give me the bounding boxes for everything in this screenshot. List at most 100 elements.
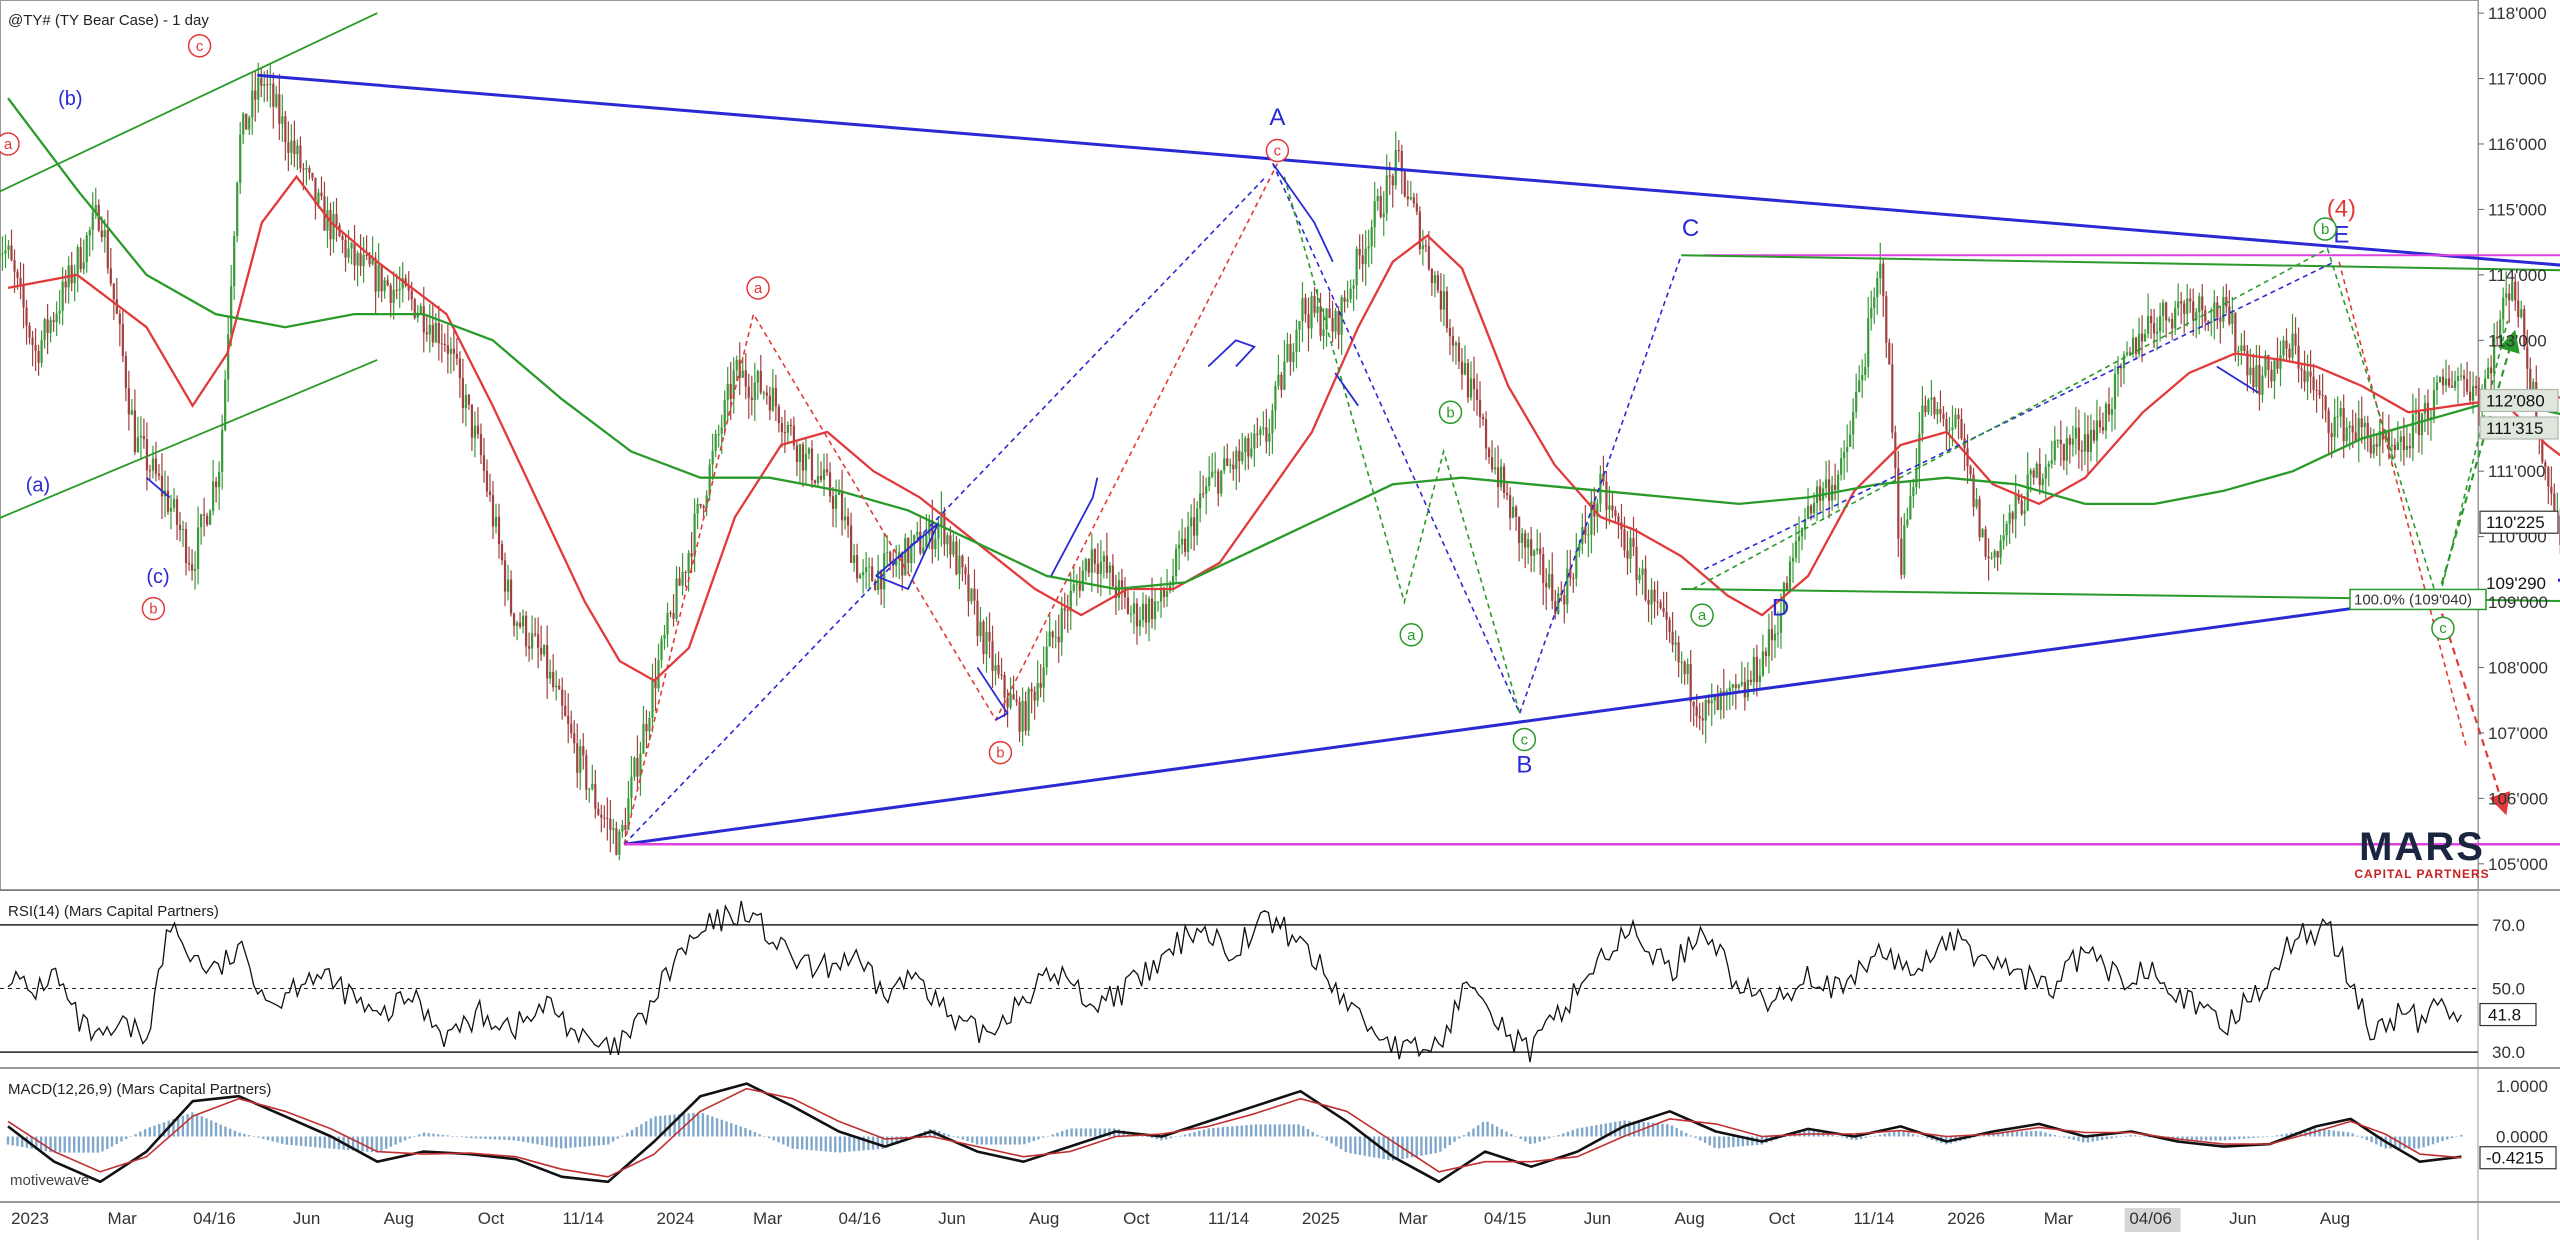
macd-histogram-bar — [436, 1134, 440, 1137]
price-candle-body — [2279, 355, 2282, 369]
price-candle-body — [2134, 337, 2138, 355]
price-candle-body — [627, 798, 630, 830]
price-candle-body — [1773, 633, 1777, 641]
price-candle-body — [1403, 171, 1406, 197]
x-tick-label: Mar — [108, 1209, 138, 1228]
price-candle-body — [1969, 466, 1972, 475]
x-tick-label: 2023 — [11, 1209, 49, 1228]
price-candle-body — [2008, 512, 2011, 524]
macd-histogram-bar — [1349, 1136, 1352, 1154]
price-candle-body — [1548, 573, 1551, 588]
macd-histogram-bar — [2275, 1135, 2279, 1137]
price-candle-body — [828, 472, 832, 497]
price-candle-body — [1743, 682, 1746, 698]
price-candle-body — [1283, 361, 1286, 390]
price-candle-body — [347, 248, 350, 258]
price-candle-body — [212, 481, 215, 511]
price-candle-body — [154, 458, 158, 474]
price-candle-body — [2104, 404, 2108, 431]
macd-histogram-bar — [1103, 1128, 1106, 1137]
macd-histogram-bar — [1533, 1136, 1537, 1144]
macd-histogram-bar — [2446, 1136, 2449, 1140]
price-candle-body — [1596, 503, 1599, 517]
price-candle-body — [55, 313, 58, 323]
price-candle-body — [2011, 512, 2014, 520]
price-candle-body — [2502, 297, 2505, 320]
price-candle-body — [1132, 603, 1136, 614]
price-candle-body — [1933, 397, 1936, 415]
macd-histogram-bar — [394, 1136, 397, 1145]
wave-label-text: D — [1772, 595, 1789, 622]
price-candle-body — [2098, 420, 2102, 428]
price-candle-body — [266, 84, 269, 86]
price-candle-body — [332, 214, 335, 240]
macd-histogram-bar — [536, 1136, 539, 1145]
macd-histogram-bar — [2365, 1136, 2369, 1141]
price-candle-body — [326, 210, 329, 231]
macd-histogram-bar — [1538, 1136, 1541, 1142]
price-candle-body — [1054, 636, 1057, 638]
price-candle-body — [1788, 561, 1792, 591]
price-candle-body — [765, 392, 768, 396]
price-candle-body — [281, 116, 284, 124]
price-candle-body — [91, 212, 94, 231]
macd-histogram-bar — [503, 1136, 506, 1140]
price-candle-body — [901, 552, 904, 576]
price-candle-body — [100, 230, 103, 238]
price-candle-body — [193, 568, 197, 571]
price-candle-body — [302, 168, 305, 170]
x-tick-label: 04/15 — [1484, 1209, 1527, 1228]
macd-histogram-bar — [522, 1136, 525, 1142]
mars-logo: MARS CAPITAL PARTNERS — [2322, 827, 2522, 881]
price-candle-body — [2056, 439, 2059, 441]
macd-histogram-bar — [1018, 1136, 1021, 1145]
wave-label-text: a — [1407, 627, 1416, 644]
price-candle-body — [2038, 463, 2041, 486]
price-candle-body — [224, 379, 227, 430]
macd-histogram-bar — [1703, 1136, 1707, 1143]
price-candle-body — [2517, 300, 2520, 318]
macd-histogram-bar — [2105, 1136, 2109, 1140]
price-candle-body — [2198, 296, 2201, 313]
macd-histogram-bar — [1708, 1136, 1711, 1146]
price-candle-body — [221, 429, 224, 472]
price-candle-body — [2071, 438, 2074, 445]
price-candle-body — [2390, 444, 2393, 446]
macd-histogram-bar — [559, 1136, 563, 1149]
macd-histogram-bar — [578, 1136, 582, 1148]
price-candle-body — [2101, 427, 2105, 431]
price-candle-body — [1635, 546, 1638, 581]
price-candle-body — [2315, 389, 2318, 391]
price-candle-body — [1903, 524, 1906, 575]
price-candle-body — [2201, 296, 2204, 311]
x-tick-label: Jun — [2229, 1209, 2256, 1228]
macd-histogram-bar — [1188, 1133, 1191, 1137]
macd-histogram-bar — [1637, 1121, 1641, 1137]
macd-histogram-bar — [673, 1114, 676, 1137]
price-candle-body — [675, 578, 678, 619]
wave-label-text: E — [2333, 222, 2349, 249]
wave-line — [1272, 163, 1521, 714]
price-candle-body — [717, 433, 720, 435]
price-candle-body — [148, 470, 152, 472]
price-candle-body — [124, 356, 127, 389]
price-tick-label: 113'000 — [2488, 331, 2547, 350]
macd-histogram-bar — [110, 1136, 114, 1147]
price-candle-body — [865, 567, 868, 573]
macd-histogram-bar — [1566, 1131, 1570, 1137]
macd-histogram-bar — [120, 1136, 123, 1142]
price-candle-body — [2438, 376, 2442, 383]
price-candle-body — [916, 531, 919, 536]
price-candle-body — [10, 245, 13, 261]
price-candle-body — [543, 645, 546, 655]
price-candle-body — [2523, 309, 2526, 347]
price-tick-label: 111'000 — [2488, 462, 2545, 481]
wave-line — [1272, 163, 1334, 263]
macd-histogram-bar — [2214, 1136, 2217, 1141]
price-candle-body — [570, 723, 573, 734]
price-candle-body — [1048, 631, 1051, 647]
macd-histogram-bar — [1358, 1136, 1362, 1155]
macd-histogram-bar — [191, 1112, 194, 1137]
price-candle-body — [567, 715, 570, 724]
price-candle-body — [227, 334, 230, 380]
